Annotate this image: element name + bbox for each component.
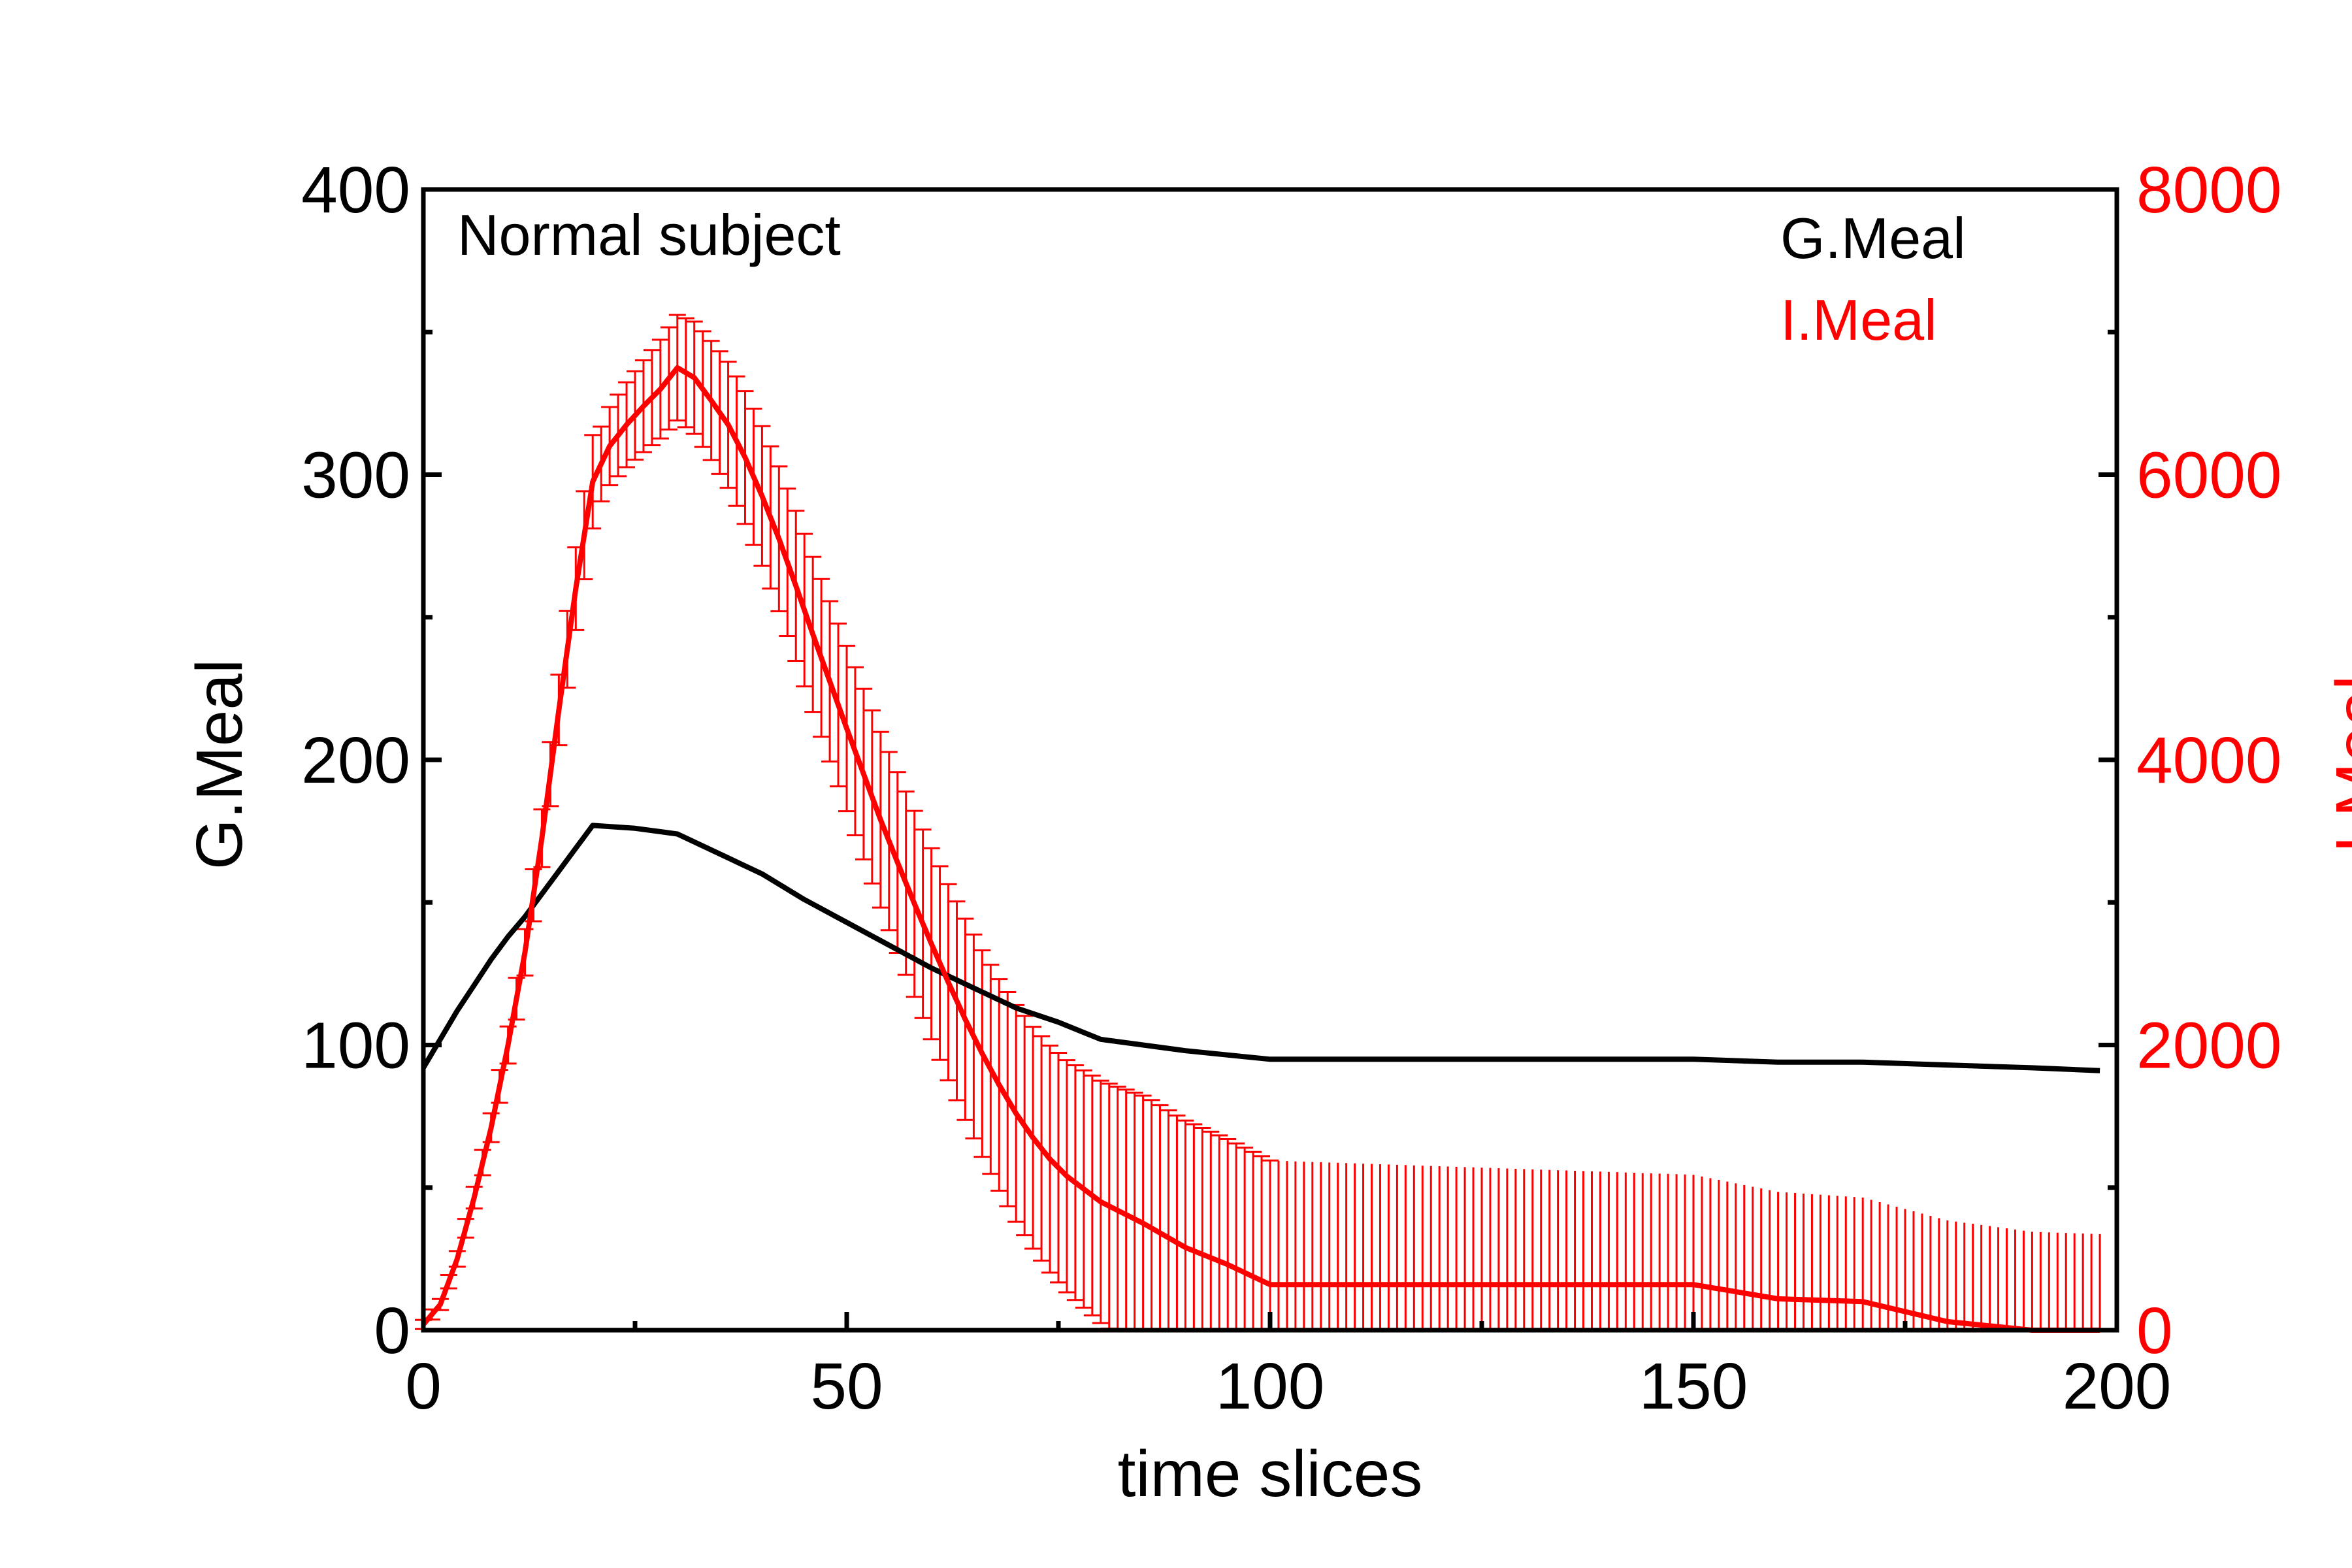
legend-i-meal: I.Meal — [1780, 287, 1937, 352]
y-right-tick-label: 8000 — [2136, 154, 2281, 227]
y-left-tick-label: 0 — [374, 1294, 410, 1367]
y-left-tick-label: 200 — [301, 724, 410, 797]
i-meal-error-bars — [415, 314, 2101, 1330]
y-right-tick-label: 6000 — [2136, 439, 2281, 512]
y-left-tick-label: 300 — [301, 439, 410, 512]
y-right-tick-label: 2000 — [2136, 1009, 2281, 1083]
y-right-tick-label: 0 — [2136, 1294, 2173, 1367]
g-meal-line — [421, 823, 2100, 1073]
y-right-tick-label: 4000 — [2136, 724, 2281, 797]
i-meal-line — [421, 365, 2100, 1333]
x-tick-label: 200 — [2063, 1350, 2172, 1423]
x-tick-label: 50 — [810, 1350, 883, 1423]
x-tick-label: 150 — [1639, 1350, 1748, 1423]
annotation-text: Normal subject — [457, 203, 841, 267]
x-axis-label: time slices — [1118, 1437, 1423, 1511]
y-left-tick-label: 400 — [301, 154, 410, 227]
y-axis-right-label: I.Meal — [2323, 676, 2352, 853]
axis-ticks — [421, 187, 2119, 1333]
legend-g-meal: G.Meal — [1780, 206, 1966, 270]
y-left-tick-label: 100 — [301, 1009, 410, 1083]
x-tick-label: 0 — [405, 1350, 442, 1423]
x-tick-label: 100 — [1216, 1350, 1325, 1423]
series-lines — [421, 365, 2100, 1333]
y-axis-left-label: G.Meal — [183, 659, 256, 870]
